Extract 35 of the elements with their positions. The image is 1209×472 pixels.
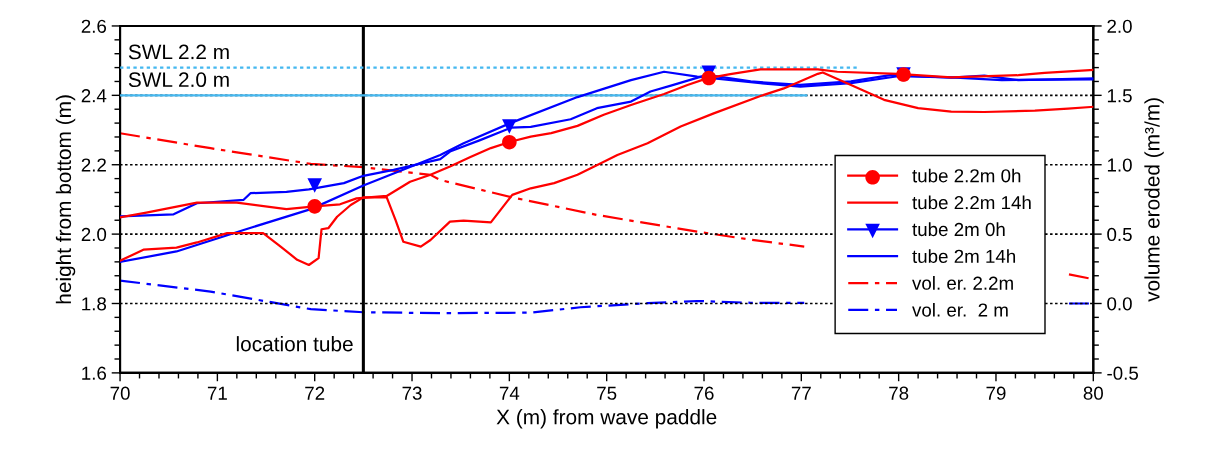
x-tick-label: 70 <box>110 386 130 400</box>
x-tick-label: 71 <box>207 386 227 400</box>
legend-label: tube 2m 14h <box>912 249 1016 263</box>
x-tick-label: 73 <box>402 386 422 400</box>
y2-tick-label: 1.0 <box>1107 158 1132 172</box>
ref-line-label: location tube <box>236 336 353 352</box>
x-tick-label: 74 <box>499 386 520 400</box>
y-tick-label: 1.6 <box>82 366 107 380</box>
y-tick-label: 2.2 <box>81 158 106 172</box>
y-tick-label: 2.0 <box>81 227 107 242</box>
y2-tick-label: 0.0 <box>1107 297 1132 311</box>
y2-tick-label: -0.5 <box>1107 366 1139 380</box>
x-axis-title: X (m) from wave paddle <box>496 409 717 429</box>
annotation: SWL 2.0 m <box>128 72 229 88</box>
y-tick-label: 2.6 <box>81 19 107 33</box>
y-axis-title: height from bottom (m) <box>55 95 76 304</box>
legend-label: tube 2m 0h <box>912 222 1005 237</box>
y2-tick-label: 2.0 <box>1107 19 1132 33</box>
y-tick-label: 2.4 <box>81 89 107 103</box>
y2-tick-label: 1.5 <box>1107 89 1132 103</box>
x-tick-label: 77 <box>791 386 811 400</box>
legend-label: vol. er. 2.2m <box>912 276 1013 290</box>
x-tick-label: 75 <box>597 386 617 400</box>
y-tick-label: 1.8 <box>82 297 107 311</box>
y2-axis-title: volume eroded (m³/m) <box>1144 98 1164 302</box>
x-tick-label: 76 <box>694 386 714 400</box>
x-tick-label: 78 <box>889 386 909 400</box>
legend-label: tube 2.2m 0h <box>912 168 1021 183</box>
x-tick-label: 80 <box>1083 386 1103 400</box>
x-tick-label: 72 <box>305 386 325 400</box>
legend-label: vol. er. 2 m <box>912 302 1008 317</box>
y2-tick-label: 0.5 <box>1107 227 1132 242</box>
x-tick-label: 79 <box>986 386 1006 400</box>
annotation: SWL 2.2 m <box>128 44 229 60</box>
legend-label: tube 2.2m 14h <box>912 195 1031 210</box>
